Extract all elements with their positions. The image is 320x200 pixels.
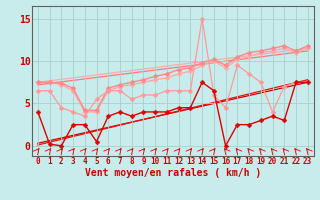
X-axis label: Vent moyen/en rafales ( km/h ): Vent moyen/en rafales ( km/h ) [85,168,261,178]
